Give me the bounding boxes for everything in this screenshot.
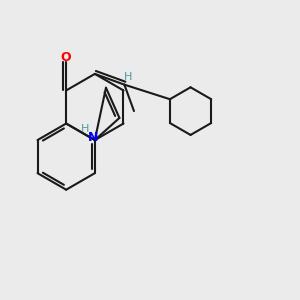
Text: N: N	[87, 131, 98, 144]
Text: H: H	[81, 124, 89, 134]
Text: O: O	[61, 50, 71, 64]
Text: H: H	[124, 72, 132, 82]
